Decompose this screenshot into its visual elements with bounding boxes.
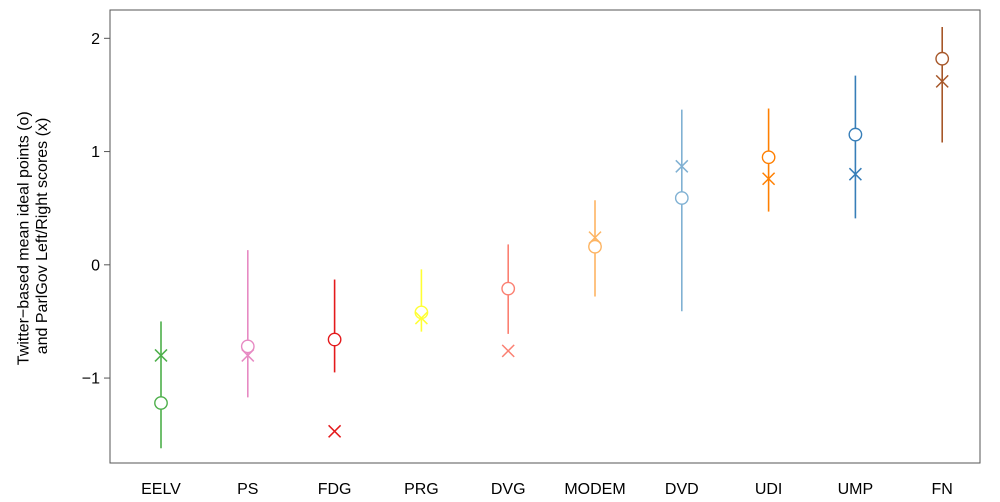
y-tick-label: 0 [91,257,100,274]
y-tick-label: 1 [91,144,100,161]
parlgov-score-marker [414,311,428,325]
ideal-point-marker [154,396,168,410]
x-tick-label: EELV [141,481,181,498]
y-tick-label: 2 [91,31,100,48]
ideal-point-marker [761,150,776,165]
ideal-point-marker [848,127,863,142]
parlgov-score-marker [154,348,168,362]
y-tick-label: −1 [82,371,100,388]
parlgov-score-marker [935,74,949,88]
x-axis: EELV PS FDG PRG DVG MODEM DVD UDI UMP FN [141,481,953,498]
parlgov-score-marker [241,348,255,362]
x-tick-label: UDI [755,481,783,498]
ideal-point-marker [414,305,429,320]
ideal-point-marker [935,51,950,66]
ideal-point-marker [501,281,516,296]
party-marks [935,26,950,143]
party-marks [501,244,516,358]
x-tick-label: DVD [665,481,699,498]
data-marks [154,26,950,449]
y-axis-title-line-2: and ParlGov Left/Right scores (x) [34,118,51,355]
x-tick-label: MODEM [564,481,625,498]
party-marks [414,269,429,332]
y-axis-title-line-1: Twitter−based mean ideal points (o) [15,111,32,365]
party-marks [761,108,776,212]
y-axis: 2 1 0 −1 [82,31,110,388]
party-marks [154,321,168,449]
ideal-point-marker [240,339,255,354]
parlgov-score-marker [762,172,776,186]
parlgov-score-marker [328,424,342,438]
parlgov-score-marker [848,167,862,181]
parlgov-score-marker [501,344,515,358]
x-tick-label: DVG [491,481,526,498]
party-marks [240,250,255,398]
y-axis-title: Twitter−based mean ideal points (o) and … [15,107,50,365]
x-tick-label: FN [932,481,953,498]
ideal-point-marker [674,191,689,205]
party-marks [674,109,689,312]
parlgov-score-marker [588,231,602,245]
x-tick-label: FDG [318,481,352,498]
parlgov-score-marker [675,159,689,173]
party-marks [327,279,342,438]
x-tick-label: UMP [838,481,874,498]
ideal-point-marker [327,332,342,347]
plot-frame [109,9,981,464]
party-marks [588,200,602,297]
party-marks [848,75,863,219]
x-tick-label: PRG [404,481,439,498]
x-tick-label: PS [237,481,258,498]
ideal-point-marker [588,239,602,254]
